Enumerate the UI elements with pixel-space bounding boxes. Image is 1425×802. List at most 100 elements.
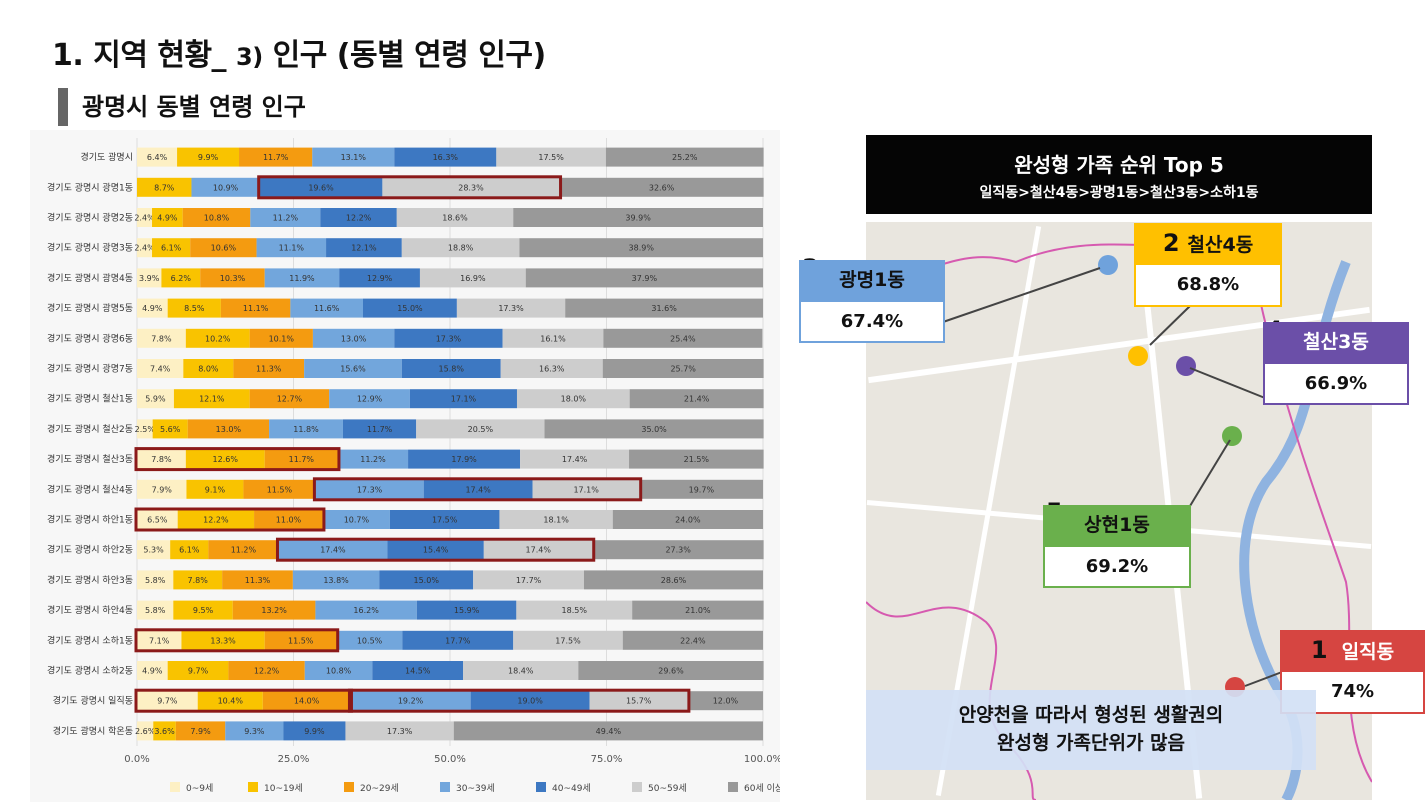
bar-segment — [312, 147, 395, 167]
data-label: 8.5% — [184, 304, 205, 313]
row-label: 경기도 광명시 학온동 — [53, 725, 133, 737]
data-label: 7.8% — [151, 334, 172, 343]
bar-segment — [408, 449, 521, 469]
bar-segment — [137, 510, 178, 529]
data-label: 11.7% — [289, 455, 315, 464]
bar-segment — [592, 540, 764, 560]
bar-segment — [629, 389, 764, 409]
row-label: 경기도 광명시 광명2동 — [47, 212, 133, 224]
bar-segment — [137, 661, 168, 680]
ranking-title: 완성형 가족 순위 Top 5 — [1014, 153, 1224, 177]
highlight-box — [275, 537, 596, 562]
bar-segment — [315, 600, 417, 620]
bar-segment — [473, 570, 584, 590]
summary-note-line-2: 완성형 가족단위가 많음 — [996, 732, 1186, 754]
bar-segment — [513, 630, 623, 650]
data-label: 9.1% — [205, 485, 226, 494]
bar-segment — [559, 177, 764, 197]
data-label: 11.1% — [279, 244, 305, 253]
x-tick-label: 50.0% — [434, 754, 466, 765]
data-label: 7.4% — [150, 365, 171, 374]
rank-number-2: 2 — [1162, 229, 1180, 257]
row-label: 경기도 광명시 철산1동 — [47, 393, 133, 405]
bar-segment — [197, 691, 263, 711]
legend-label: 30~39세 — [456, 783, 495, 794]
data-label: 9.9% — [198, 153, 219, 162]
bar-segment — [520, 449, 630, 469]
bar-segment — [525, 268, 763, 288]
callout-name-3: 광명1동 — [839, 269, 905, 291]
summary-note: 안양천을 따라서 형성된 생활권의 완성형 가족단위가 많음 — [866, 690, 1316, 770]
bar-segment — [419, 268, 526, 288]
bar-segment — [183, 359, 234, 378]
bar-segment — [222, 570, 293, 590]
callout-value-5: 69.2% — [1045, 547, 1189, 586]
bar-segment — [409, 389, 517, 409]
callout-name-4: 철산3동 — [1303, 331, 1369, 353]
data-label: 4.9% — [157, 214, 178, 223]
marker-dot-5 — [1222, 426, 1242, 446]
data-label: 27.3% — [665, 546, 691, 555]
callout-rank-5: 상현1동 69.2% — [1043, 505, 1191, 588]
bar-segment — [387, 540, 484, 560]
data-label: 3.6% — [154, 727, 175, 736]
data-label: 12.1% — [199, 395, 225, 404]
data-label: 11.2% — [273, 214, 299, 223]
data-label: 6.2% — [171, 274, 192, 283]
bar-segment — [372, 661, 464, 680]
data-label: 17.7% — [516, 576, 542, 585]
data-label: 2.5% — [135, 425, 156, 434]
data-label: 8.0% — [198, 365, 219, 374]
bar-segment — [339, 268, 420, 288]
bar-segment — [502, 328, 604, 348]
data-label: 17.3% — [436, 334, 462, 343]
data-label: 11.9% — [289, 274, 315, 283]
row-label: 경기도 광명시 광명7동 — [47, 363, 133, 375]
data-label: 15.8% — [439, 365, 465, 374]
bar-segment — [137, 328, 186, 348]
highlight-box — [347, 688, 691, 713]
bar-segment — [167, 661, 229, 680]
bar-segment — [483, 540, 593, 560]
data-label: 13.3% — [210, 636, 236, 645]
bar-segment — [342, 419, 417, 439]
row-label: 경기도 광명시 광명6동 — [47, 332, 133, 344]
data-label: 10.2% — [205, 334, 231, 343]
bar-segment — [182, 208, 251, 227]
data-label: 29.6% — [658, 667, 684, 676]
data-label: 13.8% — [323, 576, 349, 585]
bar-segment — [401, 238, 520, 258]
data-label: 8.7% — [154, 183, 175, 192]
data-label: 15.9% — [454, 606, 480, 615]
data-label: 6.4% — [147, 153, 168, 162]
data-label: 11.0% — [276, 516, 302, 525]
callout-value-3: 67.4% — [801, 302, 943, 341]
data-label: 10.7% — [344, 516, 370, 525]
data-label: 10.8% — [204, 214, 230, 223]
bar-segment — [137, 268, 162, 288]
highlight-box — [134, 507, 326, 532]
legend-swatch — [632, 782, 642, 792]
row-label: 경기도 광명시 광명4동 — [47, 272, 133, 284]
data-label: 4.9% — [142, 304, 163, 313]
bar-segment — [220, 298, 291, 318]
data-label: 12.7% — [277, 395, 303, 404]
bar-segment — [329, 389, 410, 409]
bar-segment — [243, 479, 316, 499]
bar-segment — [463, 661, 579, 680]
data-label: 15.0% — [414, 576, 440, 585]
data-label: 12.2% — [203, 516, 229, 525]
data-label: 16.1% — [540, 334, 566, 343]
x-tick-label: 100.0% — [744, 754, 780, 765]
row-label: 경기도 광명시 소하1동 — [47, 634, 133, 646]
data-label: 18.5% — [562, 606, 588, 615]
data-label: 19.6% — [308, 183, 334, 192]
bar-segment — [264, 268, 340, 288]
data-label: 15.0% — [397, 304, 423, 313]
stacked-bar-chart: 0.0% 25.0% 50.0% 75.0% 100.0% 경기도 광명시 6.4% 9.9%… — [47, 138, 780, 794]
ranking-order: 일직동>철산4동>광명1동>철산3동>소하1동 — [979, 185, 1259, 201]
bar-segment — [262, 691, 351, 711]
data-label: 17.4% — [465, 485, 491, 494]
bar-segment — [186, 479, 244, 499]
bar-segment — [516, 600, 633, 620]
